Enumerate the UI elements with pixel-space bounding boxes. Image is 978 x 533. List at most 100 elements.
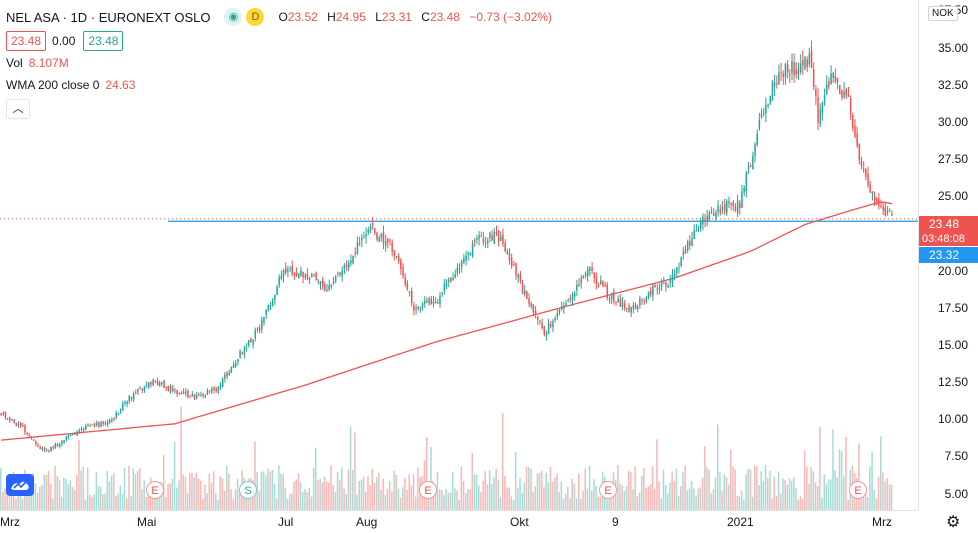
volume-bar xyxy=(267,468,269,510)
candle-body xyxy=(865,168,867,177)
price-tick: 25.00 xyxy=(937,189,968,204)
ask-box[interactable]: 23.48 xyxy=(83,31,124,51)
wma-legend[interactable]: WMA 200 close 0 24.63 xyxy=(6,78,136,92)
volume-bar xyxy=(538,472,541,510)
volume-bar xyxy=(189,473,191,510)
volume-bar xyxy=(208,474,211,510)
volume-bar xyxy=(97,486,100,510)
volume-bar xyxy=(586,488,589,510)
chart-pane[interactable]: NEL ASA · 1D · EURONEXT OSLO ◉ D O23.52 … xyxy=(0,0,918,510)
candle-body xyxy=(304,275,307,278)
candle-body xyxy=(656,289,659,291)
candle-body xyxy=(315,272,317,281)
volume-bar xyxy=(560,481,563,510)
volume-bar xyxy=(575,498,578,510)
earnings-event-icon[interactable]: E xyxy=(599,481,617,499)
volume-bar xyxy=(595,485,597,510)
time-scale[interactable]: Mrz Mai Jul Aug Okt 9 2021 Mrz xyxy=(0,510,918,533)
volume-bar xyxy=(588,466,591,510)
candle-body xyxy=(621,302,624,308)
wma-value: 24.63 xyxy=(105,78,136,92)
candle-body xyxy=(650,290,652,295)
time-tick: Mrz xyxy=(872,515,892,529)
price-tick: 20.00 xyxy=(937,263,968,278)
volume-bar xyxy=(730,450,732,510)
currency-label[interactable]: NOK xyxy=(928,6,958,21)
candle-body xyxy=(128,395,131,402)
volume-bar xyxy=(221,478,224,510)
chart-legend: NEL ASA · 1D · EURONEXT OSLO ◉ D O23.52 … xyxy=(6,6,558,120)
candlestick-chart[interactable] xyxy=(0,0,918,510)
candle-body xyxy=(434,302,437,303)
candle-body xyxy=(641,299,643,301)
volume-bar xyxy=(373,482,376,510)
candle-body xyxy=(185,391,187,394)
time-tick: Aug xyxy=(356,515,378,529)
volume-bar xyxy=(126,498,128,510)
volume-bar xyxy=(202,499,204,510)
volume-legend[interactable]: Vol 8.107M xyxy=(6,56,69,70)
candle-body xyxy=(452,277,454,280)
candle-body xyxy=(791,61,793,74)
tradingview-logo-icon[interactable] xyxy=(6,474,34,496)
volume-bar xyxy=(82,466,85,510)
candle-body xyxy=(463,257,465,263)
wma-200-line[interactable] xyxy=(1,201,893,441)
volume-bar xyxy=(158,486,161,510)
volume-bar xyxy=(128,466,130,510)
candle-body xyxy=(82,428,85,430)
candle-body xyxy=(254,330,257,339)
earnings-event-icon[interactable]: E xyxy=(849,481,867,499)
volume-bar xyxy=(89,494,91,510)
chevron-up-icon[interactable]: ︿ xyxy=(6,99,30,119)
volume-bar xyxy=(323,476,326,510)
candle-body xyxy=(441,293,443,295)
price-tick: 32.50 xyxy=(937,77,968,92)
volume-bar xyxy=(569,498,571,510)
candle-body xyxy=(19,422,22,426)
candle-body xyxy=(623,303,626,309)
volume-bar xyxy=(10,484,13,510)
split-event-icon[interactable]: S xyxy=(239,481,257,499)
volume-bar xyxy=(599,496,602,510)
volume-bar xyxy=(417,467,419,510)
candle-body xyxy=(643,300,646,302)
volume-bar xyxy=(197,478,200,510)
volume-bar xyxy=(697,488,700,510)
price-scale[interactable]: 37.5035.0032.5030.0027.5025.0022.5020.00… xyxy=(918,0,978,510)
candle-body xyxy=(174,390,176,392)
candle-body xyxy=(541,322,543,328)
volume-bar xyxy=(562,498,565,510)
bid-box[interactable]: 23.48 xyxy=(6,31,47,51)
candle-body xyxy=(289,267,291,269)
candle-body xyxy=(789,74,791,75)
volume-bar xyxy=(147,489,150,510)
candle-body xyxy=(443,284,446,291)
bar-countdown: 03:48:08 xyxy=(919,232,978,246)
candle-body xyxy=(4,412,7,418)
volume-bar xyxy=(228,473,230,510)
earnings-event-icon[interactable]: E xyxy=(419,481,437,499)
candle-body xyxy=(428,298,430,304)
volume-bar xyxy=(473,474,476,510)
gear-icon[interactable]: ⚙ xyxy=(946,514,961,531)
candle-body xyxy=(804,56,806,69)
volume-bar xyxy=(784,480,786,510)
candle-body xyxy=(830,73,832,85)
candle-body xyxy=(852,115,854,129)
candle-body xyxy=(26,433,28,435)
earnings-event-icon[interactable]: E xyxy=(146,481,164,499)
volume-bar xyxy=(584,468,587,510)
candle-body xyxy=(100,422,102,427)
volume-bar xyxy=(617,465,619,510)
candle-body xyxy=(513,264,515,266)
volume-bar xyxy=(656,439,658,510)
volume-bar xyxy=(210,483,213,510)
symbol-title[interactable]: NEL ASA · 1D · EURONEXT OSLO xyxy=(6,9,211,25)
volume-bar xyxy=(289,494,291,510)
eye-icon[interactable]: ◉ xyxy=(224,8,243,26)
volume-bar xyxy=(393,470,395,510)
volume-bar xyxy=(430,447,432,510)
candle-body xyxy=(402,267,404,277)
volume-bar xyxy=(684,465,686,510)
